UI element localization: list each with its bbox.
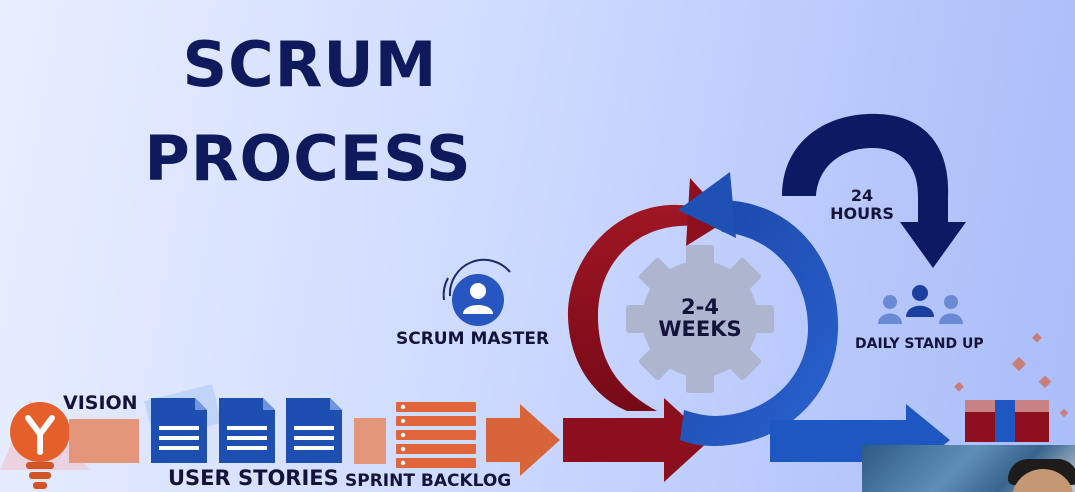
vision-label: VISION [63, 392, 138, 414]
title-line-2: PROCESS [144, 122, 472, 195]
daily-cycle-arc [782, 113, 949, 222]
product-increment-gift-icon [965, 400, 1049, 442]
daily-cycle-line-2: HOURS [830, 203, 894, 223]
sprint-cycle-blue-arrowhead [678, 172, 736, 238]
sprint-backlog-stack-icon [396, 402, 476, 468]
document-icon [151, 398, 207, 463]
document-icon [286, 398, 342, 463]
gear-icon [626, 245, 774, 393]
sprint-length-line-1: 2-4 [681, 295, 719, 319]
backlog-arrow [486, 404, 560, 476]
presenter-video-overlay [862, 445, 1075, 492]
team-icon [878, 285, 963, 324]
presenter-face [1012, 469, 1074, 492]
user-stories-label: USER STORIES [168, 466, 339, 490]
title-line-1: SCRUM [182, 28, 438, 101]
connector-block [354, 418, 386, 464]
document-icon [219, 398, 275, 463]
scrum-master-avatar-icon [442, 258, 511, 326]
daily-cycle-line-1: 24 [850, 186, 874, 205]
sprint-backlog-label: SPRINT BACKLOG [345, 471, 512, 491]
sprint-cycle-blue-arc [680, 200, 839, 446]
sprint-length-line-2: WEEKS [658, 317, 742, 342]
daily-stand-up-label: DAILY STAND UP [855, 336, 984, 352]
lightbulb-icon [10, 402, 70, 489]
sprint-length-label: 2-4 WEEKS [640, 296, 760, 340]
vision-block [69, 419, 139, 463]
scrum-master-label: SCRUM MASTER [396, 329, 550, 349]
daily-cycle-arrowhead [900, 222, 966, 268]
sprint-cycle-red-arc [567, 204, 694, 411]
daily-cycle-label: 24 HOURS [812, 187, 912, 222]
sprint-forward-arrow [563, 398, 710, 482]
user-story-documents [151, 398, 342, 463]
